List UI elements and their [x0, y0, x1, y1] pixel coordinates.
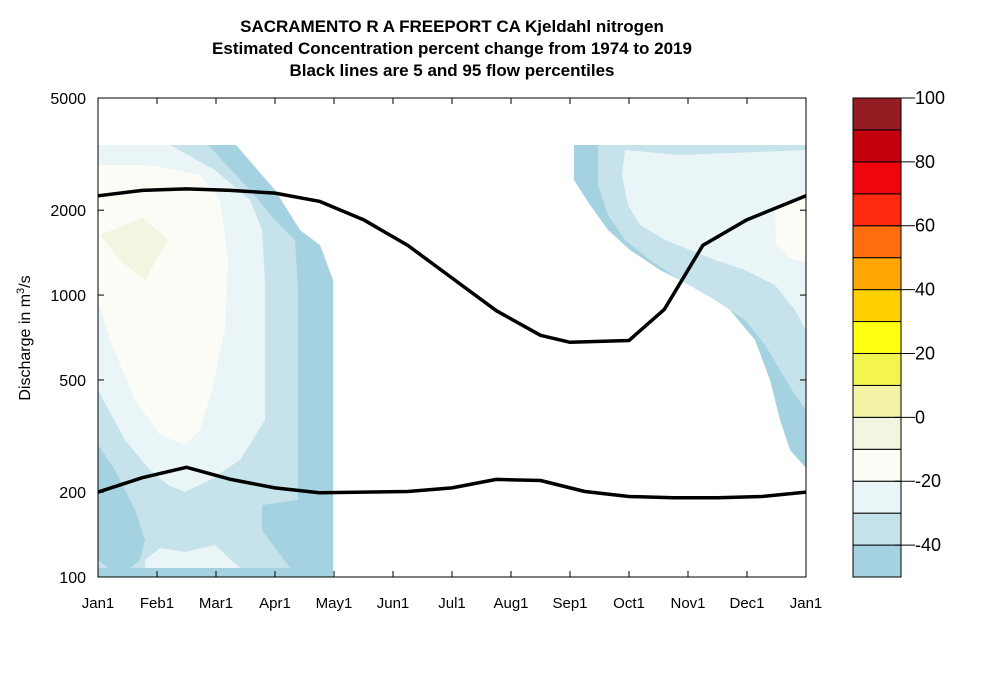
colorbar-tick-label: -40 — [915, 535, 941, 555]
contour-band-bottom-light — [145, 545, 240, 568]
x-tick-label: Feb1 — [140, 595, 174, 612]
y-axis-label-suffix: /s — [17, 275, 34, 287]
contour-band-left-green — [100, 218, 168, 280]
colorbar-swatch — [852, 480, 902, 514]
colorbar-tick-label: 0 — [915, 407, 925, 427]
colorbar-swatch — [852, 512, 902, 546]
colorbar-tick-label: 100 — [915, 88, 945, 108]
x-tick-label: Jul1 — [438, 595, 466, 612]
colorbar-tick-label: 60 — [915, 216, 935, 236]
x-tick-label: Aug1 — [493, 595, 528, 612]
colorbar-swatch — [852, 384, 902, 418]
x-tick-label: Sep1 — [552, 595, 587, 612]
y-axis: 100 200 500 1000 2000 5000 — [50, 91, 806, 587]
x-tick-label: Oct1 — [613, 595, 645, 612]
title-line-2: Estimated Concentration percent change f… — [212, 39, 692, 58]
flow-percentile-lines — [97, 187, 807, 500]
title-line-1: SACRAMENTO R A FREEPORT CA Kjeldahl nitr… — [240, 17, 664, 36]
x-tick-label: Apr1 — [259, 595, 291, 612]
colorbar-swatch — [852, 257, 902, 291]
flow-line-5th-percentile — [97, 465, 807, 500]
colorbar-swatch — [852, 321, 902, 354]
y-tick-label: 5000 — [50, 91, 86, 108]
y-tick-label: 1000 — [50, 288, 86, 305]
contour-band-bottom-outer — [98, 445, 145, 568]
colorbar-swatch — [852, 289, 902, 323]
x-axis: Jan1 Feb1 Mar1 Apr1 May1 Jun1 Jul1 Aug1 Sep1 Oct1… — [82, 98, 823, 612]
y-tick-label: 200 — [59, 485, 86, 502]
colorbar-swatch — [852, 448, 902, 482]
y-axis-label-text: Discharge in m — [17, 294, 34, 401]
flow-line-95th-percentile — [97, 187, 807, 345]
colorbar-swatch — [852, 225, 902, 259]
colorbar: 100 80 60 40 20 0 -20 -40 — [852, 88, 945, 578]
colorbar-swatch — [852, 97, 902, 131]
colorbar-swatch — [852, 129, 902, 163]
colorbar-swatch — [852, 352, 902, 386]
x-tick-label: May1 — [316, 595, 353, 612]
x-tick-label: Dec1 — [729, 595, 764, 612]
colorbar-swatch — [852, 193, 902, 227]
x-tick-label: Nov1 — [670, 595, 705, 612]
contour-band-right-cream — [775, 195, 806, 262]
y-axis-label: Discharge in m3/s — [15, 275, 34, 400]
x-tick-label: Jan1 — [82, 595, 115, 612]
y-tick-label: 500 — [59, 373, 86, 390]
title-line-3: Black lines are 5 and 95 flow percentile… — [289, 61, 615, 80]
colorbar-tick-label: 20 — [915, 343, 935, 363]
colorbar-swatch — [852, 416, 902, 450]
chart-title: SACRAMENTO R A FREEPORT CA Kjeldahl nitr… — [98, 16, 806, 82]
x-tick-label: Jan1 — [790, 595, 823, 612]
x-tick-label: Mar1 — [199, 595, 233, 612]
colorbar-swatch — [852, 544, 902, 578]
x-tick-label: Jun1 — [377, 595, 410, 612]
colorbar-swatch — [852, 161, 902, 195]
colorbar-tick-label: 80 — [915, 152, 935, 172]
contour-fills — [98, 145, 806, 577]
y-axis-label-sup: 3 — [15, 288, 27, 294]
y-tick-label: 2000 — [50, 203, 86, 220]
colorbar-tick-label: -20 — [915, 471, 941, 491]
y-tick-label: 100 — [59, 570, 86, 587]
colorbar-tick-label: 40 — [915, 280, 935, 300]
